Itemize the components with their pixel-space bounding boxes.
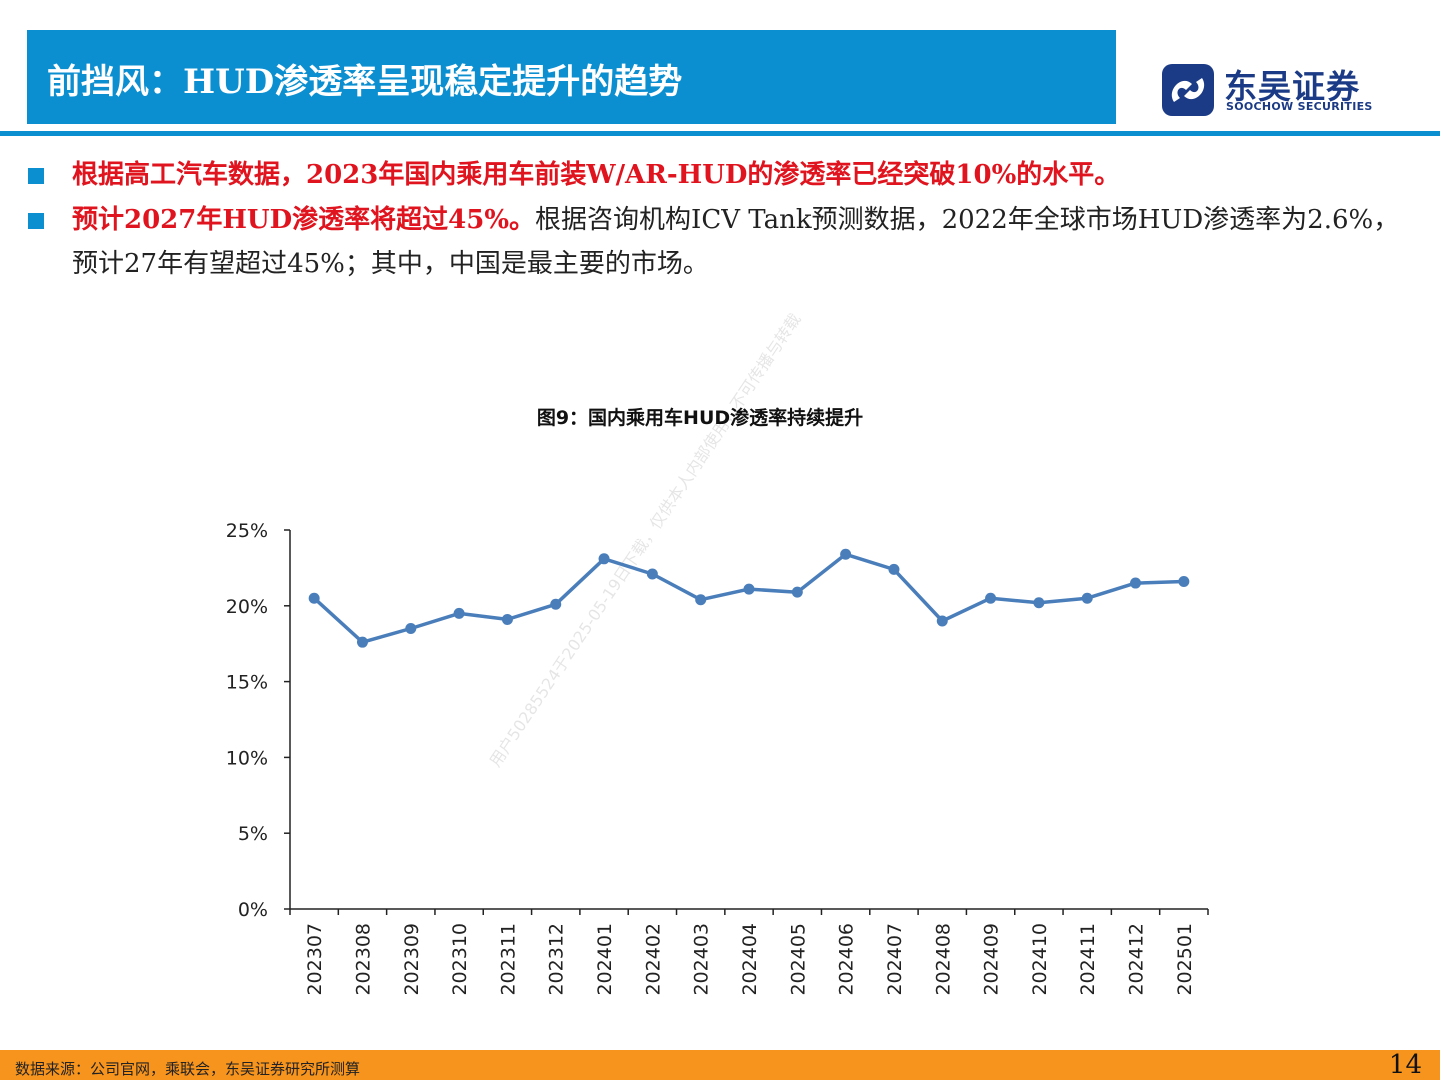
data-point [1178, 576, 1190, 588]
data-point [550, 598, 562, 610]
data-point [356, 636, 368, 648]
x-tick-label: 202402 [642, 923, 664, 996]
x-tick-label: 202408 [932, 923, 954, 996]
data-point [888, 563, 900, 575]
data-point [405, 623, 417, 635]
data-point [1033, 597, 1045, 609]
bullet-square-icon [28, 168, 44, 184]
footer-bar: 数据来源：公司官网，乘联会，东吴证券研究所测算 14 [0, 1050, 1440, 1080]
data-point [985, 592, 997, 604]
logo-english-name: SOOCHOW SECURITIES [1226, 100, 1373, 113]
logo-mark-icon [1162, 64, 1214, 116]
header-divider [0, 131, 1440, 136]
page-number: 14 [1388, 1050, 1422, 1080]
bullet-2-text: 根据咨询机构ICV Tank预测数据，2022年全球市场HUD渗透率为2.6%，… [72, 205, 1400, 279]
data-point [791, 586, 803, 598]
x-tick-label: 202412 [1126, 923, 1148, 996]
x-tick-label: 202407 [884, 923, 906, 996]
x-tick-label: 202501 [1174, 923, 1196, 996]
data-point [1081, 592, 1093, 604]
x-tick-label: 202406 [836, 923, 858, 996]
x-tick-label: 202310 [449, 923, 471, 996]
data-point [308, 592, 320, 604]
x-tick-label: 202307 [304, 923, 326, 996]
x-tick-label: 202401 [594, 923, 616, 996]
bullet-1-highlight: 根据高工汽车数据，2023年国内乘用车前装W/AR-HUD的渗透率已经突破10%… [72, 160, 1121, 190]
x-tick-label: 202411 [1077, 923, 1099, 996]
y-tick-label: 5% [238, 823, 268, 845]
data-point [936, 615, 948, 627]
chart-title: 图9：国内乘用车HUD渗透率持续提升 [536, 407, 864, 429]
data-point [840, 548, 852, 560]
series-line [313, 552, 1184, 644]
bullet-1: 根据高工汽车数据，2023年国内乘用车前装W/AR-HUD的渗透率已经突破10%… [28, 153, 1417, 197]
x-tick-label: 202410 [1029, 923, 1051, 996]
x-tick-label: 202405 [787, 923, 809, 996]
data-point [453, 607, 465, 619]
data-point [743, 583, 755, 595]
data-point [646, 568, 658, 580]
page-title: 前挡风：HUD渗透率呈现稳定提升的趋势 [47, 62, 683, 102]
logo-chinese-name: 东吴证券 [1224, 67, 1360, 106]
title-bar: 前挡风：HUD渗透率呈现稳定提升的趋势 [27, 30, 1116, 124]
y-tick-label: 10% [226, 747, 268, 769]
line-chart: 用户50285524于2025-05-19日下载，仅供本人内部使用，不可传播与转… [226, 310, 1209, 996]
x-tick-label: 202403 [691, 923, 713, 996]
data-point [695, 594, 707, 606]
x-tick-label: 202409 [981, 923, 1003, 996]
y-tick-label: 20% [226, 596, 268, 618]
bullet-square-icon [28, 213, 44, 229]
y-tick-label: 0% [238, 899, 268, 921]
x-tick-label: 202309 [401, 923, 423, 996]
y-tick-label: 15% [226, 672, 268, 694]
data-point [1130, 577, 1142, 589]
y-tick-label: 25% [226, 520, 268, 542]
data-source: 数据来源：公司官网，乘联会，东吴证券研究所测算 [15, 1060, 361, 1078]
bullet-2: 预计2027年HUD渗透率将超过45%。根据咨询机构ICV Tank预测数据，2… [28, 198, 1417, 286]
data-point [598, 553, 610, 565]
x-tick-label: 202308 [352, 923, 374, 996]
x-tick-label: 202312 [546, 923, 568, 996]
x-tick-label: 202311 [497, 923, 519, 996]
x-tick-label: 202404 [739, 923, 761, 996]
bullet-2-highlight: 预计2027年HUD渗透率将超过45%。 [72, 205, 536, 235]
data-point [501, 613, 513, 625]
company-logo: 东吴证券 SOOCHOW SECURITIES [1160, 62, 1375, 118]
watermark: 用户50285524于2025-05-19日下载，仅供本人内部使用，不可传播与转… [486, 310, 805, 770]
